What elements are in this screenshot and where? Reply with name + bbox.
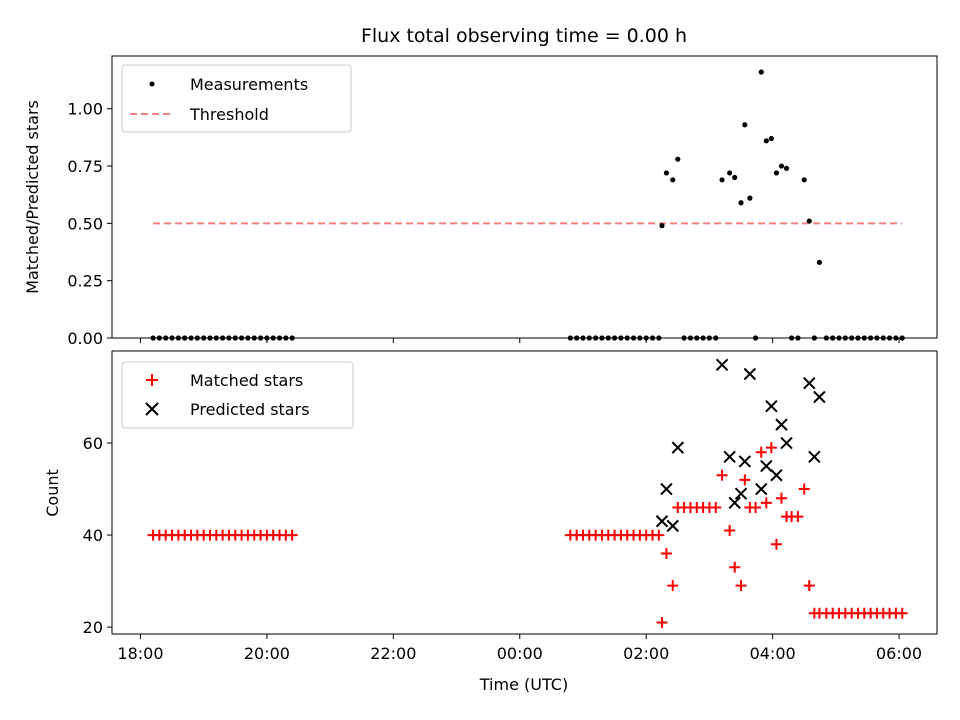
- predicted-star-point: [655, 515, 669, 528]
- matched-star-point: [739, 474, 751, 486]
- bottom-x-tick-label: 04:00: [750, 644, 796, 663]
- matched-star-point: [798, 483, 810, 495]
- matched-star-point: [660, 547, 672, 559]
- measurement-point: [747, 195, 753, 201]
- predicted-star-point: [743, 367, 757, 381]
- predicted-star-point: [760, 459, 773, 473]
- bottom-x-tick-label: 00:00: [497, 644, 543, 663]
- predicted-star-point: [734, 487, 748, 500]
- predicted-star-point: [813, 390, 826, 404]
- legend-predicted-label: Predicted stars: [190, 400, 310, 419]
- measurement-point: [675, 156, 681, 162]
- bottom-x-tick-label: 20:00: [244, 644, 290, 663]
- predicted-star-point: [780, 436, 793, 450]
- matched-star-point: [656, 616, 668, 628]
- matched-star-point: [775, 492, 787, 504]
- matched-star-point: [710, 501, 722, 513]
- bottom-x-tick-label: 02:00: [623, 644, 669, 663]
- top-axes-frame: [111, 55, 938, 339]
- matched-star-point: [716, 469, 728, 481]
- matched-star-point: [792, 511, 804, 523]
- top-y-ticks: 0.00 0.25 0.50 0.75 1.00: [67, 100, 112, 348]
- predicted-star-point: [803, 377, 816, 390]
- measurement-point: [738, 200, 744, 206]
- matched-star-point: [286, 529, 298, 541]
- bottom-legend: Matched stars Predicted stars: [121, 361, 354, 429]
- bottom-x-tick-label: 22:00: [370, 644, 416, 663]
- bottom-x-tick-label: 06:00: [876, 644, 922, 663]
- legend-measurements-label: Measurements: [190, 75, 308, 94]
- measurement-point: [806, 218, 812, 224]
- x-axis-label: Time (UTC): [479, 675, 568, 694]
- top-y-tick-label: 0.50: [67, 214, 103, 233]
- predicted-star-point: [808, 450, 821, 464]
- measurement-point: [763, 138, 769, 144]
- matched-star-point: [724, 524, 736, 536]
- predicted-star-point: [775, 418, 788, 431]
- bottom-panel: 20 40 60 18:00 20:00 22:00 00:00 02:00 04:00 06:…: [43, 350, 938, 694]
- measurement-point: [670, 177, 676, 183]
- bottom-y-tick-label: 20: [83, 618, 103, 637]
- bottom-y-tick-label: 40: [83, 526, 103, 545]
- legend-measurements-marker: [149, 81, 155, 87]
- legend-predicted-marker: [145, 402, 159, 416]
- measurement-point: [758, 69, 764, 75]
- measurement-point: [773, 170, 780, 176]
- top-y-tick-label: 0.75: [67, 157, 103, 176]
- measurement-point: [768, 135, 774, 142]
- matched-star-point: [803, 580, 815, 592]
- chart-title: Flux total observing time = 0.00 h: [361, 25, 687, 47]
- bottom-y-ticks: 20 40 60: [83, 434, 112, 637]
- measurement-point: [816, 259, 823, 265]
- matched-star-point: [765, 442, 777, 454]
- matched-star-point: [667, 580, 679, 592]
- measurement-point: [742, 122, 748, 128]
- measurement-point: [659, 223, 665, 229]
- measurement-point: [778, 163, 785, 169]
- top-y-tick-label: 1.00: [67, 100, 103, 119]
- predicted-star-point: [765, 400, 778, 413]
- predicted-star-point: [738, 455, 752, 468]
- measurement-point: [801, 177, 807, 183]
- measurement-point: [727, 170, 733, 176]
- measurement-point: [732, 174, 738, 181]
- measurement-point: [783, 165, 790, 171]
- matched-star-point: [770, 538, 782, 550]
- bottom-axes-frame: [111, 350, 938, 635]
- top-y-tick-label: 0.00: [67, 329, 103, 348]
- matched-star-point: [750, 501, 762, 513]
- bottom-x-ticks: 18:00 20:00 22:00 00:00 02:00 04:00 06:00: [117, 634, 922, 663]
- legend-threshold-label: Threshold: [189, 105, 269, 124]
- top-y-tick-label: 0.25: [67, 272, 103, 291]
- top-legend: Measurements Threshold: [121, 64, 352, 133]
- bottom-legend-box: [121, 361, 354, 429]
- matched-star-point: [729, 561, 741, 573]
- predicted-star-point: [660, 482, 673, 496]
- top-y-axis-label: Matched/Predicted stars: [23, 100, 42, 294]
- top-panel: 0.00 0.25 0.50 0.75 1.00 Matched/Predicted s…: [23, 55, 938, 348]
- matched-star-point: [760, 497, 772, 509]
- matched-star-point: [735, 580, 747, 592]
- predicted-star-point: [671, 441, 685, 454]
- top-legend-box: [121, 64, 352, 133]
- predicted-star-point: [770, 469, 783, 482]
- matched-star-point: [896, 607, 908, 619]
- measurement-point: [663, 170, 670, 176]
- legend-matched-marker: [146, 374, 158, 386]
- predicted-star-point: [715, 358, 729, 372]
- matched-star-point: [755, 446, 767, 458]
- matched-star-point: [653, 529, 665, 541]
- legend-matched-label: Matched stars: [190, 371, 303, 390]
- bottom-x-tick-label: 18:00: [117, 644, 163, 663]
- bottom-y-axis-label: Count: [43, 469, 62, 517]
- count-points-layer: [147, 358, 908, 628]
- predicted-star-point: [728, 496, 741, 510]
- predicted-star-point: [755, 482, 768, 496]
- measurement-point: [719, 177, 725, 183]
- predicted-star-point: [723, 450, 736, 464]
- predicted-star-point: [666, 519, 679, 533]
- bottom-y-tick-label: 60: [83, 434, 103, 453]
- top-x-ticks: [139, 338, 900, 343]
